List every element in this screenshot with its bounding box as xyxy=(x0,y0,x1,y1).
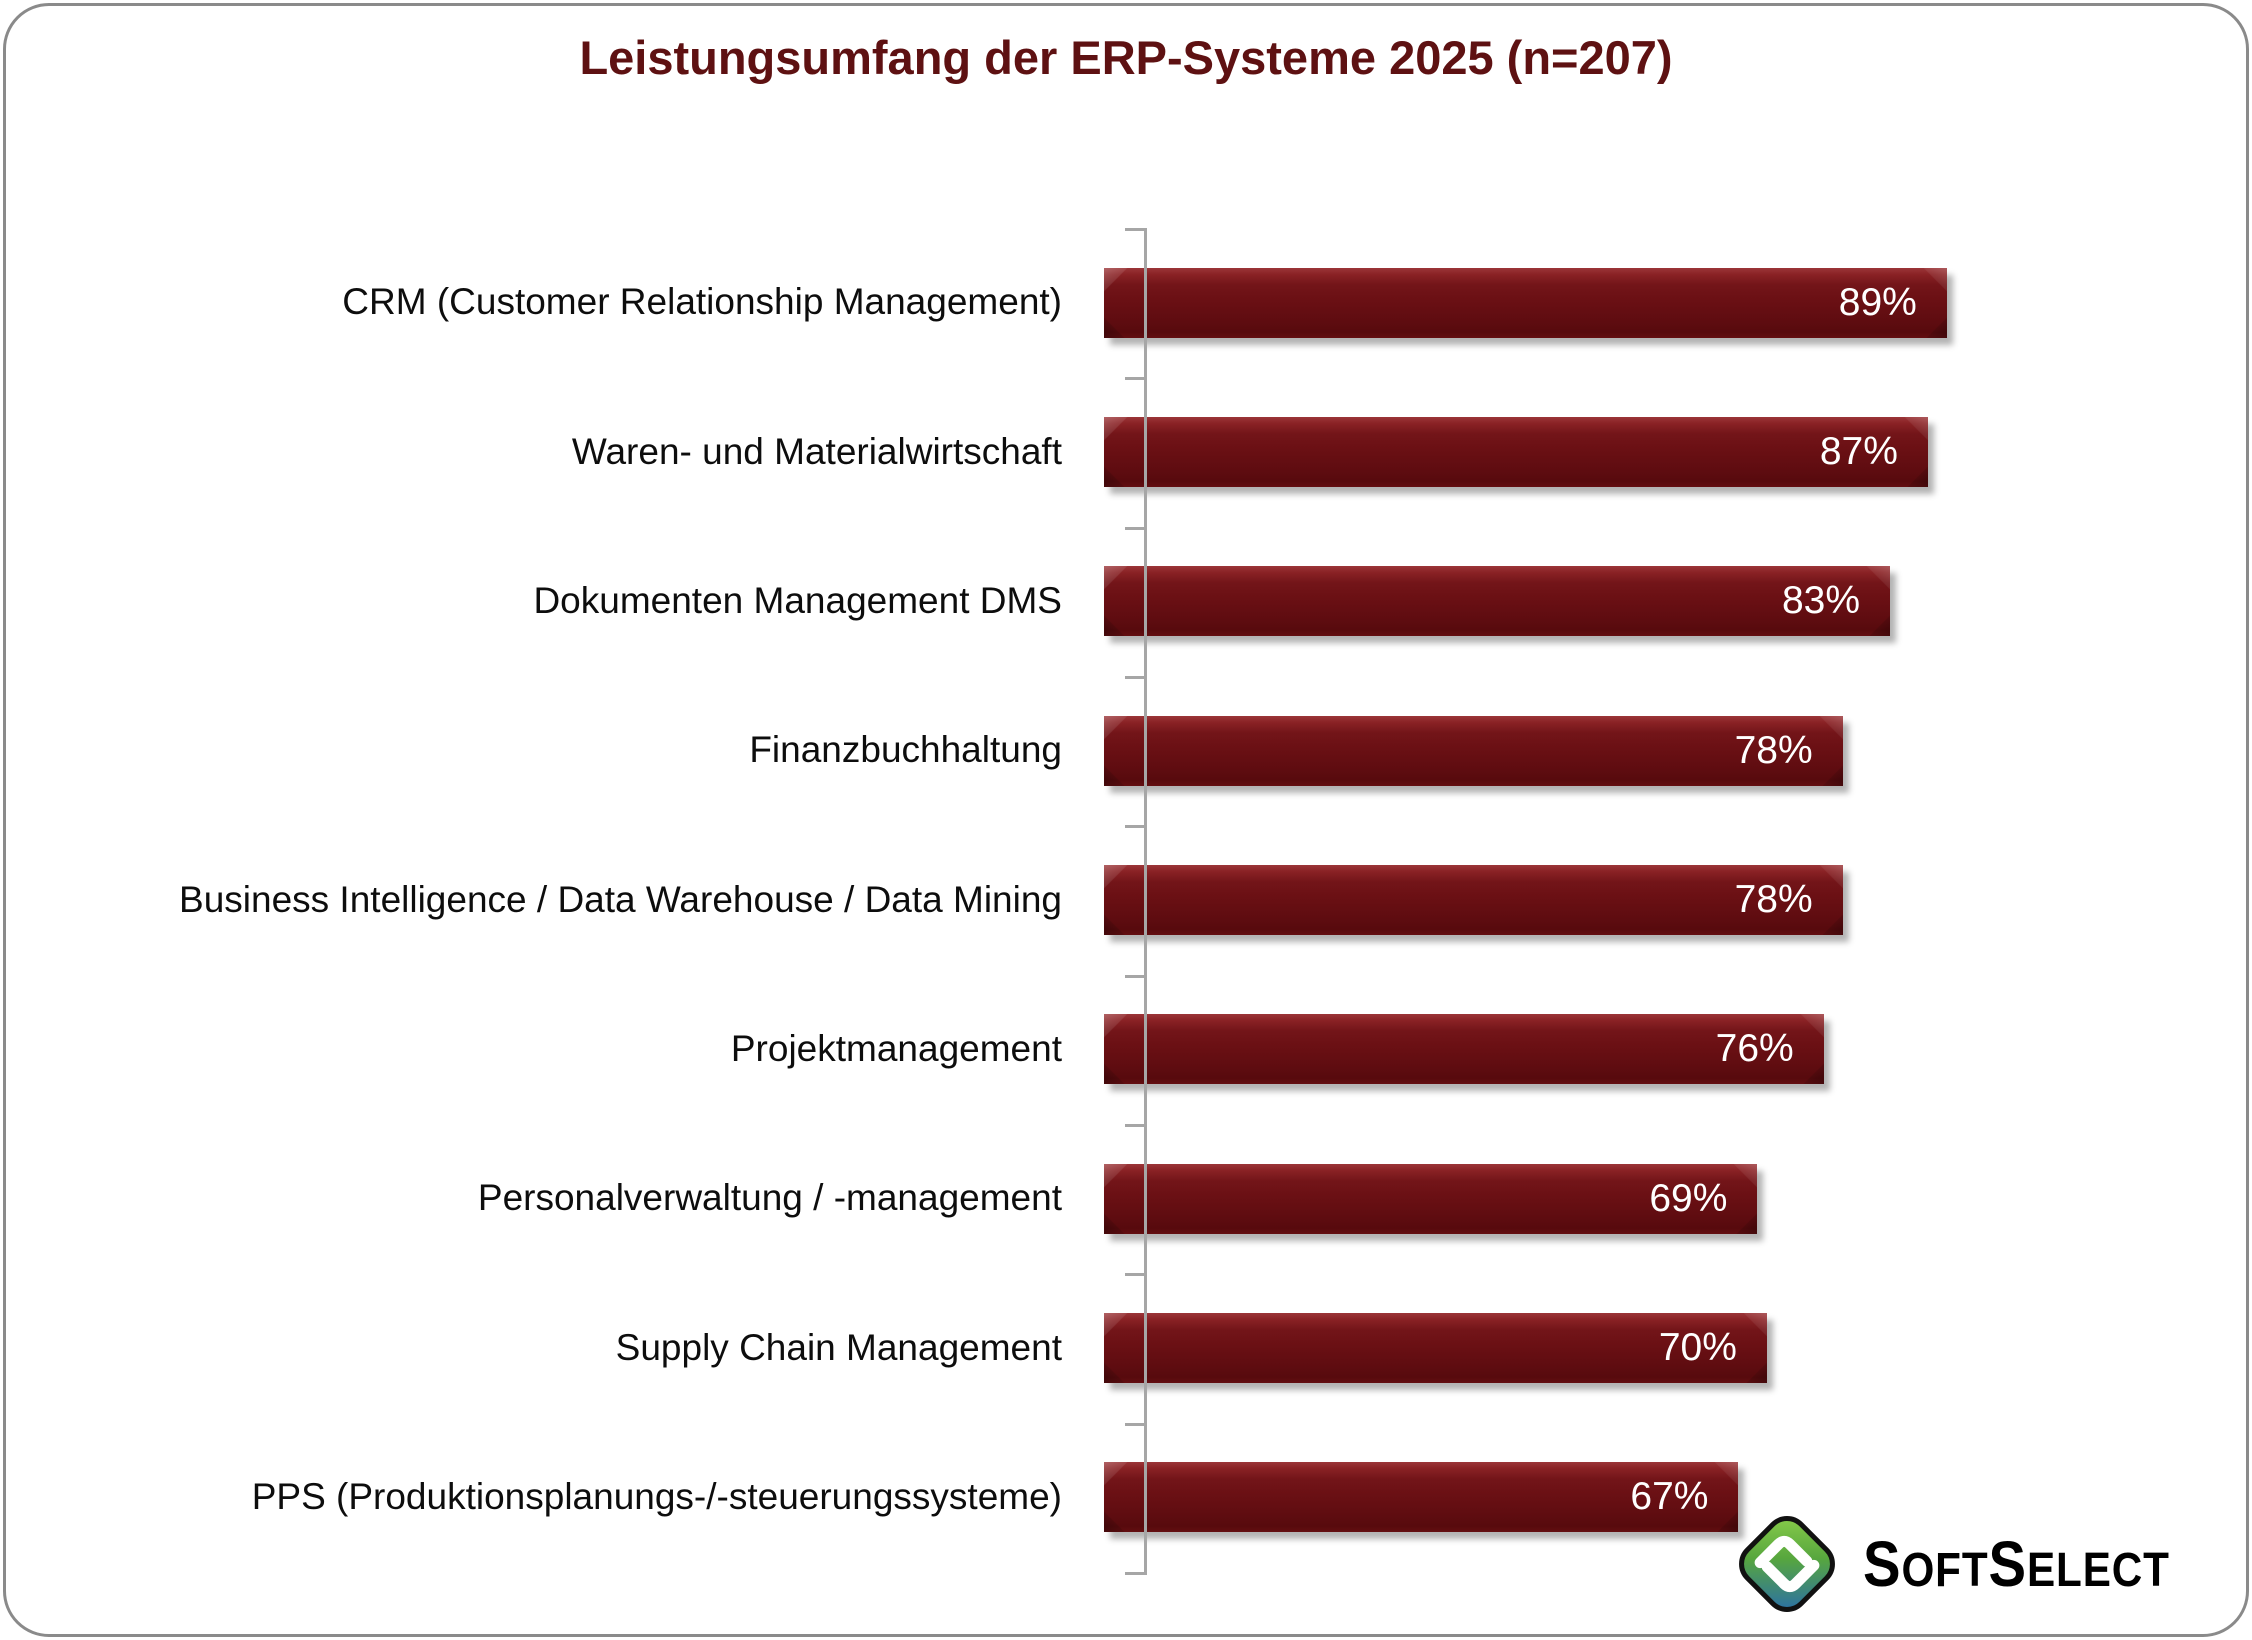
category-label: Waren- und Materialwirtschaft xyxy=(571,430,1062,472)
bar-area: 78% xyxy=(1104,715,2051,786)
value-label: 78% xyxy=(1734,728,1813,772)
bar-rows-container: CRM (Customer Relationship Management) 8… xyxy=(0,228,2252,1572)
value-label: 83% xyxy=(1781,579,1860,623)
axis-tick xyxy=(1125,1423,1144,1426)
bar-area: 70% xyxy=(1104,1312,2051,1383)
bar: 78% xyxy=(1104,864,1843,935)
y-axis-line xyxy=(1125,228,1147,1575)
bar-area: 76% xyxy=(1104,1014,2051,1085)
bar: 70% xyxy=(1104,1312,1767,1383)
bar: 78% xyxy=(1104,715,1843,786)
category-label: Finanzbuchhaltung xyxy=(749,729,1062,771)
softselect-logo-text: S OFT S ELECT xyxy=(1863,1527,2170,1601)
bar-area: 83% xyxy=(1104,566,2051,637)
category-label: Supply Chain Management xyxy=(615,1326,1062,1368)
logo-text-oft: OFT xyxy=(1901,1544,1989,1597)
value-label: 89% xyxy=(1838,280,1917,324)
logo-text-s1: S xyxy=(1863,1528,1902,1600)
softselect-logo: S OFT S ELECT xyxy=(1727,1504,2212,1624)
category-label: CRM (Customer Relationship Management) xyxy=(342,281,1062,323)
value-label: 76% xyxy=(1715,1027,1794,1071)
bar-row: Supply Chain Management 70% xyxy=(0,1273,2252,1422)
bar-row: CRM (Customer Relationship Management) 8… xyxy=(0,228,2252,377)
bar: 87% xyxy=(1104,416,1928,487)
value-label: 70% xyxy=(1658,1325,1737,1369)
value-label: 87% xyxy=(1819,429,1898,473)
bar: 69% xyxy=(1104,1163,1758,1234)
value-label: 67% xyxy=(1630,1475,1709,1519)
bar: 83% xyxy=(1104,566,1890,637)
category-label: Business Intelligence / Data Warehouse /… xyxy=(179,878,1062,920)
axis-tick xyxy=(1125,825,1144,828)
bar: 76% xyxy=(1104,1014,1824,1085)
axis-tick xyxy=(1125,975,1144,978)
axis-tick xyxy=(1125,676,1144,679)
bar-area: 89% xyxy=(1104,267,2051,338)
category-label: Dokumenten Management DMS xyxy=(533,580,1062,622)
axis-tick xyxy=(1125,1273,1144,1276)
value-label: 78% xyxy=(1734,877,1813,921)
bar: 89% xyxy=(1104,267,1947,338)
softselect-logo-icon xyxy=(1739,1516,1836,1612)
value-label: 69% xyxy=(1649,1176,1728,1220)
axis-tick xyxy=(1125,527,1144,530)
bar-area: 78% xyxy=(1104,864,2051,935)
axis-tick xyxy=(1125,1572,1144,1575)
bar-row: Waren- und Materialwirtschaft 87% xyxy=(0,377,2252,526)
category-label: Projektmanagement xyxy=(730,1028,1062,1070)
axis-tick xyxy=(1125,1124,1144,1127)
bar-chart: CRM (Customer Relationship Management) 8… xyxy=(0,228,2252,1575)
bar-row: Personalverwaltung / -management 69% xyxy=(0,1124,2252,1273)
category-label: PPS (Produktionsplanungs-/-steuerungssys… xyxy=(251,1476,1062,1518)
bar-row: Dokumenten Management DMS 83% xyxy=(0,527,2252,676)
bar-area: 87% xyxy=(1104,416,2051,487)
logo-text-elect: ELECT xyxy=(2027,1544,2171,1597)
bar-row: Projektmanagement 76% xyxy=(0,975,2252,1124)
bar-row: Finanzbuchhaltung 78% xyxy=(0,676,2252,825)
chart-title: Leistungsumfang der ERP-Systeme 2025 (n=… xyxy=(579,31,1673,84)
logo-text-s2: S xyxy=(1988,1528,2028,1600)
bar-row: Business Intelligence / Data Warehouse /… xyxy=(0,825,2252,974)
bar: 67% xyxy=(1104,1462,1739,1533)
category-label: Personalverwaltung / -management xyxy=(477,1177,1062,1219)
bar-area: 67% xyxy=(1104,1462,2051,1533)
axis-tick xyxy=(1125,228,1144,231)
bar-area: 69% xyxy=(1104,1163,2051,1234)
axis-tick xyxy=(1125,377,1144,380)
bar-row: PPS (Produktionsplanungs-/-steuerungssys… xyxy=(0,1423,2252,1572)
